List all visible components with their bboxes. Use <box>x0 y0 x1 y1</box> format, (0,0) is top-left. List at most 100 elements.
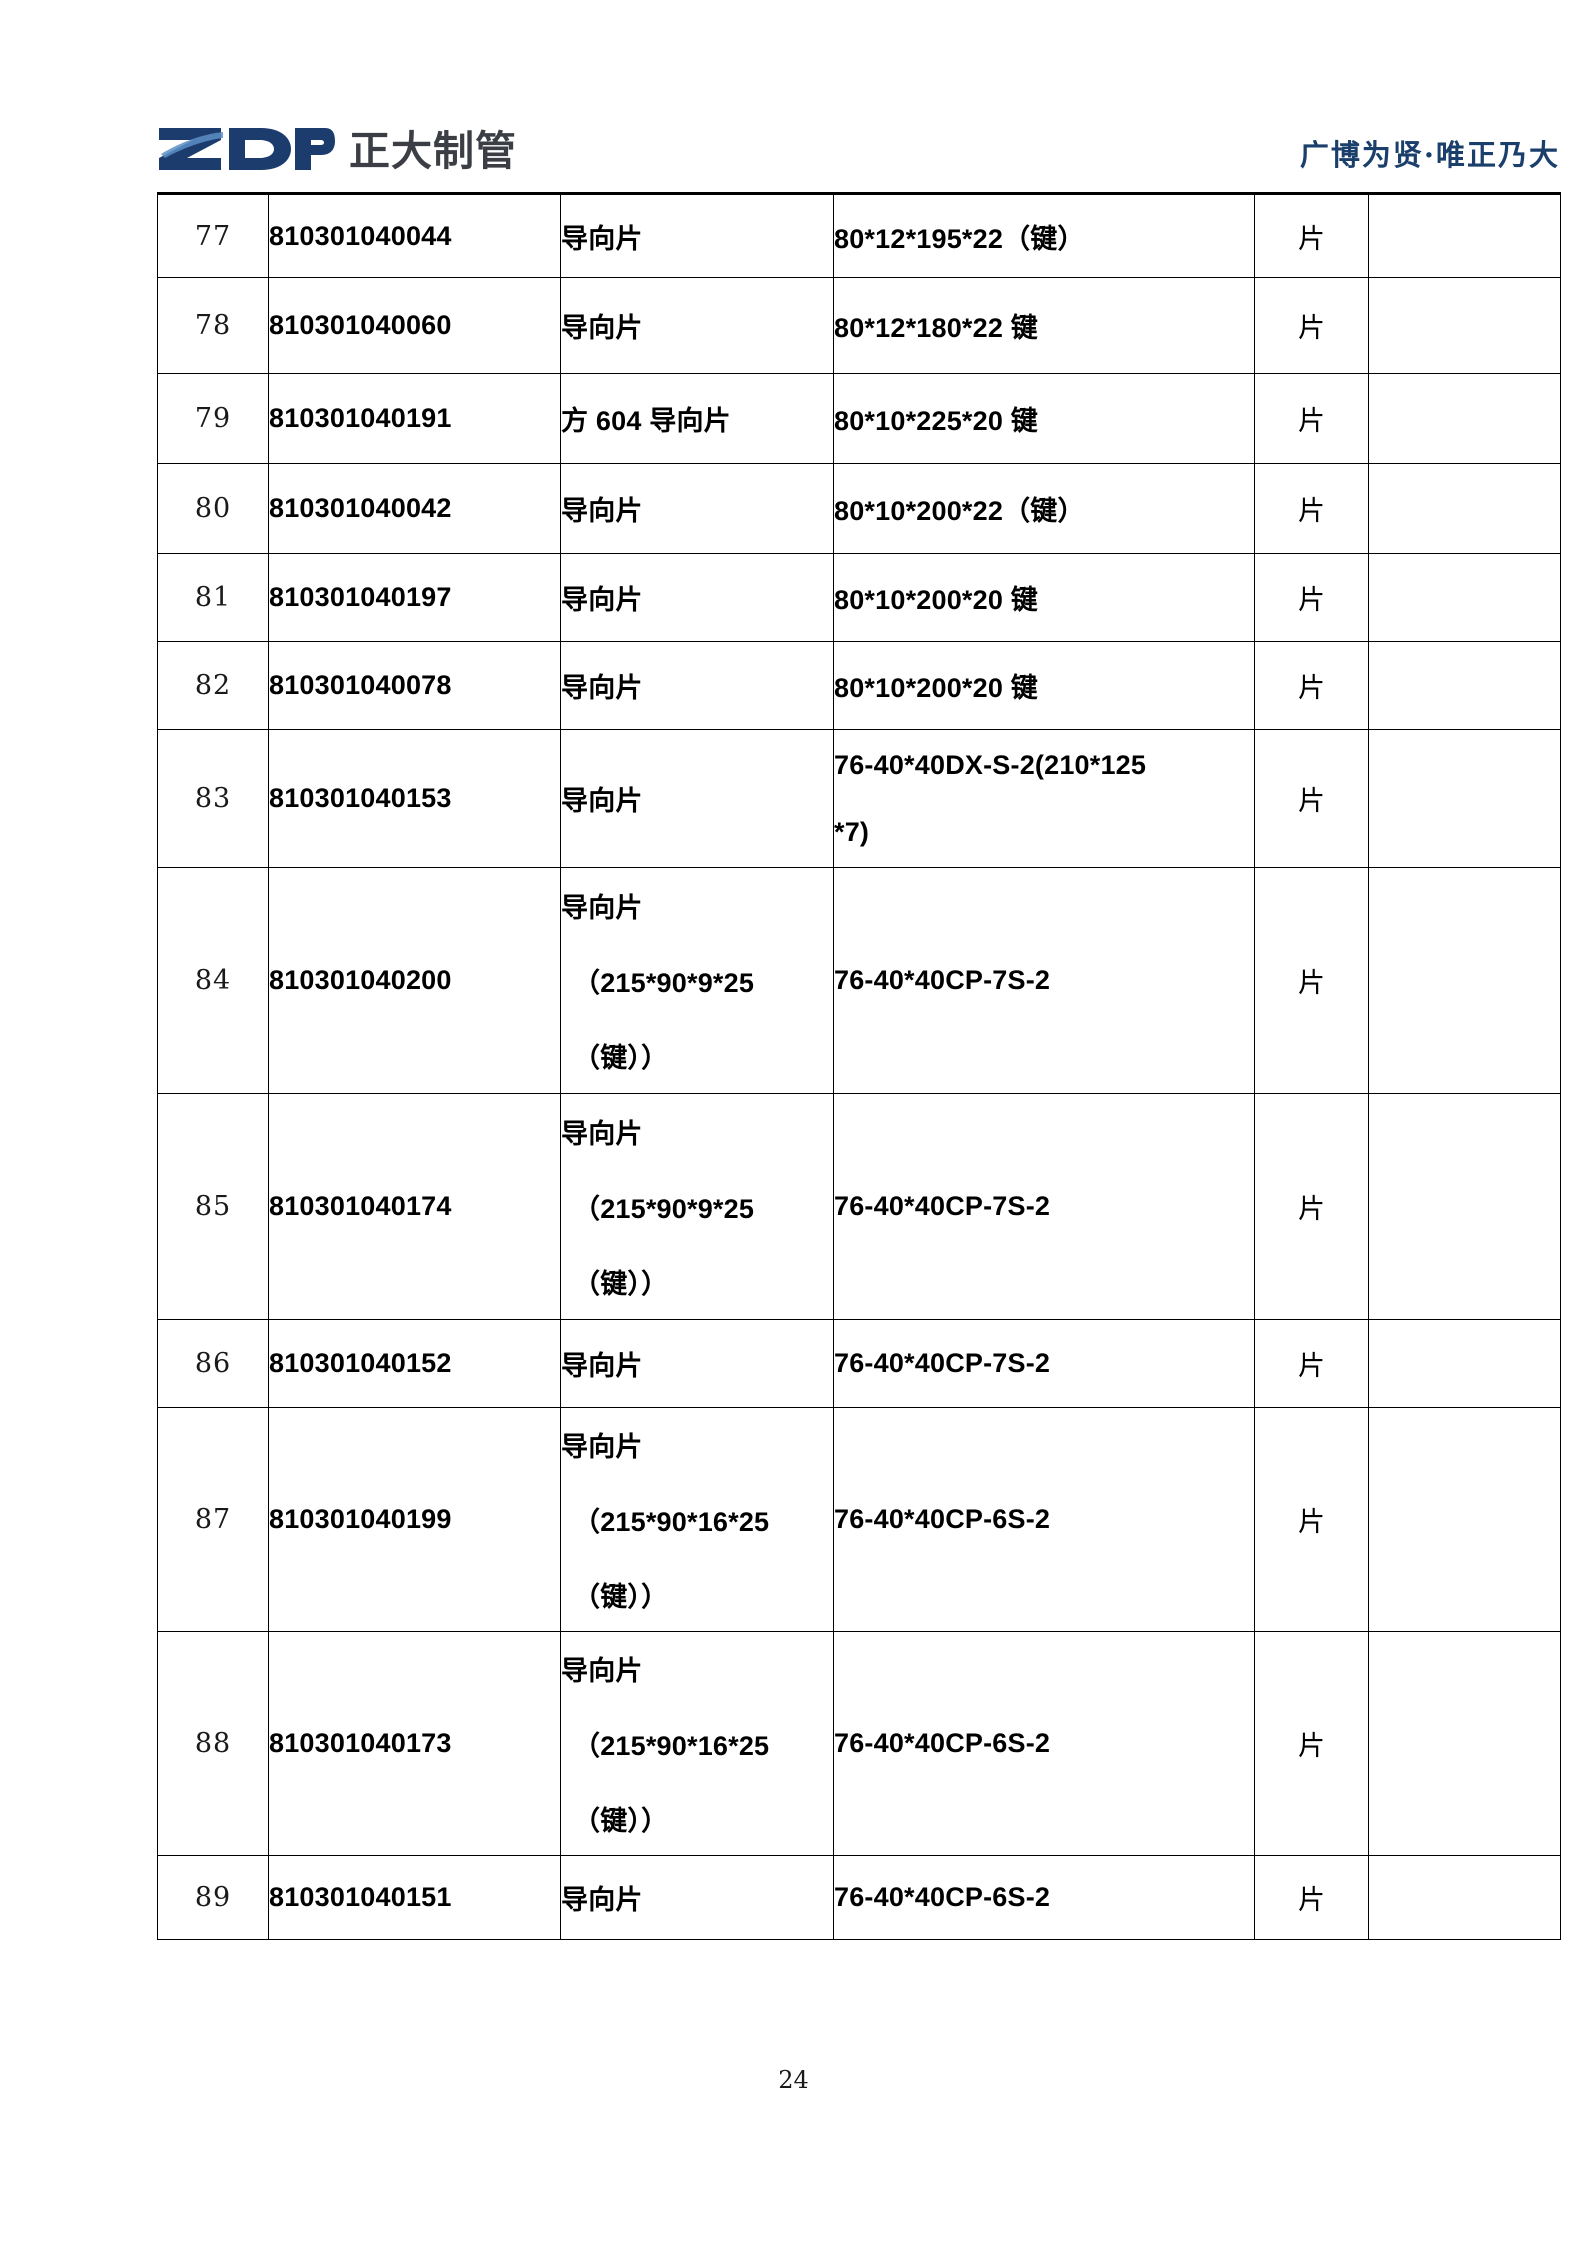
part-name-line: （键）） <box>573 1043 669 1073</box>
specification-line: 76-40*40CP-7S-2 <box>834 965 1051 995</box>
zdp-logomark-icon <box>157 124 335 179</box>
cell-unit: 片 <box>1254 867 1369 1094</box>
cell-unit: 片 <box>1254 641 1369 730</box>
cell-part-code: 810301040174 <box>268 1093 561 1320</box>
cell-specification: 76-40*40DX-S-2(210*125 *7) <box>833 729 1255 868</box>
cell-part-name: 方 604 导向片 <box>560 373 834 464</box>
cell-part-code: 810301040060 <box>268 277 561 374</box>
cell-part-code: 810301040173 <box>268 1631 561 1856</box>
cell-unit: 片 <box>1254 192 1369 278</box>
table-row: 88 810301040173 导向片 （215*90*16*25 （键）） 76-40*… <box>157 1631 1561 1856</box>
cell-row-index: 85 <box>157 1093 269 1320</box>
part-name-line: 导向片 <box>561 673 643 703</box>
cell-part-code: 810301040152 <box>268 1319 561 1408</box>
cell-quantity-blank <box>1368 463 1561 554</box>
cell-row-index: 78 <box>157 277 269 374</box>
page-number: 24 <box>778 2066 809 2094</box>
cell-part-code: 810301040191 <box>268 373 561 464</box>
specification-line: 80*10*200*20 键 <box>834 585 1038 615</box>
cell-quantity-blank <box>1368 192 1561 278</box>
specification-line: 80*10*225*20 键 <box>834 406 1038 436</box>
parts-table-container: 77 810301040044 导向片 80*12*195*22（键）片 78 81030… <box>157 192 1561 1940</box>
cell-unit: 片 <box>1254 373 1369 464</box>
table-row: 83 810301040153 导向片 76-40*40DX-S-2(210*125 *… <box>157 729 1561 868</box>
table-row: 87 810301040199 导向片 （215*90*16*25 （键）） 76-40*… <box>157 1407 1561 1632</box>
cell-specification: 76-40*40CP-7S-2 <box>833 867 1255 1094</box>
cell-part-name: 导向片 （215*90*9*25 （键）） <box>560 1093 834 1320</box>
cell-quantity-blank <box>1368 1407 1561 1632</box>
cell-quantity-blank <box>1368 1319 1561 1408</box>
part-name-line: 导向片 <box>561 786 643 816</box>
parts-table-body: 77 810301040044 导向片 80*12*195*22（键）片 78 81030… <box>157 192 1561 1940</box>
cell-row-index: 82 <box>157 641 269 730</box>
company-slogan: 广博为贤·唯正乃大 <box>1299 138 1560 172</box>
part-name-line: 方 604 导向片 <box>561 406 731 436</box>
part-name-line: （键）） <box>573 1806 669 1836</box>
cell-part-name: 导向片 <box>560 192 834 278</box>
cell-quantity-blank <box>1368 867 1561 1094</box>
cell-part-name: 导向片 <box>560 553 834 642</box>
cell-specification: 80*10*200*20 键 <box>833 641 1255 730</box>
cell-quantity-blank <box>1368 729 1561 868</box>
specification-line: 76-40*40CP-7S-2 <box>834 1348 1051 1378</box>
table-row: 78 810301040060 导向片 80*12*180*22 键 片 <box>157 277 1561 374</box>
table-row: 80 810301040042 导向片 80*10*200*22（键） 片 <box>157 463 1561 554</box>
cell-part-code: 810301040078 <box>268 641 561 730</box>
cell-part-name: 导向片 （215*90*16*25 （键）） <box>560 1631 834 1856</box>
cell-row-index: 84 <box>157 867 269 1094</box>
document-header: 正大制管 广博为贤·唯正乃大 <box>157 118 1560 178</box>
specification-line: 80*10*200*22（键） <box>834 496 1085 526</box>
cell-part-code: 810301040199 <box>268 1407 561 1632</box>
cell-unit: 片 <box>1254 1855 1369 1940</box>
table-row: 82 810301040078 导向片 80*10*200*20 键 片 <box>157 641 1561 730</box>
cell-unit: 片 <box>1254 729 1369 868</box>
cell-row-index: 81 <box>157 553 269 642</box>
cell-quantity-blank <box>1368 641 1561 730</box>
cell-quantity-blank <box>1368 553 1561 642</box>
specification-line: 76-40*40CP-6S-2 <box>834 1882 1051 1912</box>
table-row: 85 810301040174 导向片 （215*90*9*25 （键）） 76-40*4… <box>157 1093 1561 1320</box>
cell-row-index: 83 <box>157 729 269 868</box>
cell-part-code: 810301040151 <box>268 1855 561 1940</box>
cell-part-name: 导向片 <box>560 1319 834 1408</box>
cell-part-name: 导向片 <box>560 1855 834 1940</box>
cell-part-code: 810301040200 <box>268 867 561 1094</box>
specification-line: 80*12*180*22 键 <box>834 313 1038 343</box>
part-name-line: 导向片 <box>561 1656 643 1686</box>
specification-line: 76-40*40DX-S-2(210*125 <box>834 749 1147 780</box>
cell-unit: 片 <box>1254 1319 1369 1408</box>
cell-quantity-blank <box>1368 1855 1561 1940</box>
cell-specification: 76-40*40CP-6S-2 <box>833 1407 1255 1632</box>
cell-part-code: 810301040197 <box>268 553 561 642</box>
specification-line: *7) <box>834 816 870 847</box>
specification-line: 80*10*200*20 键 <box>834 673 1038 703</box>
cell-specification: 76-40*40CP-7S-2 <box>833 1319 1255 1408</box>
cell-unit: 片 <box>1254 463 1369 554</box>
cell-row-index: 89 <box>157 1855 269 1940</box>
cell-row-index: 87 <box>157 1407 269 1632</box>
cell-part-name: 导向片 （215*90*9*25 （键）） <box>560 867 834 1094</box>
cell-part-code: 810301040044 <box>268 192 561 278</box>
cell-part-name: 导向片 <box>560 277 834 374</box>
cell-part-name: 导向片 <box>560 463 834 554</box>
cell-specification: 76-40*40CP-6S-2 <box>833 1631 1255 1856</box>
specification-line: 76-40*40CP-6S-2 <box>834 1728 1051 1758</box>
cell-row-index: 88 <box>157 1631 269 1856</box>
specification-line: 80*12*195*22（键） <box>834 223 1085 254</box>
cell-unit: 片 <box>1254 553 1369 642</box>
cell-quantity-blank <box>1368 1631 1561 1856</box>
part-name-line: 导向片 <box>561 313 643 343</box>
cell-part-name: 导向片 <box>560 641 834 730</box>
part-name-line: （215*90*16*25 <box>573 1731 770 1761</box>
part-name-line: （215*90*16*25 <box>573 1507 770 1537</box>
cell-quantity-blank <box>1368 277 1561 374</box>
part-name-line: 导向片 <box>561 1432 643 1462</box>
parts-table: 77 810301040044 导向片 80*12*195*22（键）片 78 81030… <box>157 192 1561 1940</box>
part-name-line: （键）） <box>573 1582 669 1612</box>
table-row: 86 810301040152 导向片 76-40*40CP-7S-2 片 <box>157 1319 1561 1408</box>
cell-specification: 80*10*200*20 键 <box>833 553 1255 642</box>
part-name-line: 导向片 <box>561 223 643 254</box>
part-name-line: 导向片 <box>561 1119 643 1149</box>
table-row: 79 810301040191 方 604 导向片 80*10*225*20 键 片 <box>157 373 1561 464</box>
